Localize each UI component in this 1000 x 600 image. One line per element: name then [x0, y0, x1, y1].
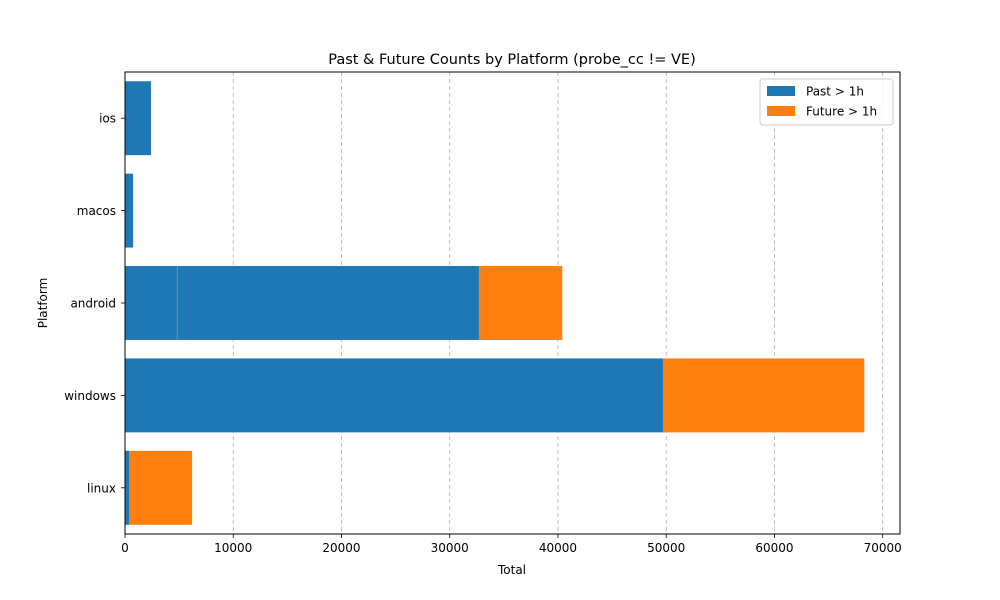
legend-swatch-future — [767, 106, 795, 116]
x-tick-label: 50000 — [647, 541, 685, 555]
y-tick-label-ios: ios — [99, 112, 116, 126]
y-tick-label-windows: windows — [64, 389, 116, 403]
x-axis: 0 10000 20000 30000 40000 50000 60000 70000 — [121, 534, 902, 555]
bars — [125, 81, 865, 525]
x-tick-label: 20000 — [322, 541, 360, 555]
y-axis-title: Platform — [36, 278, 50, 329]
x-tick-label: 10000 — [214, 541, 252, 555]
bar-android-future — [176, 266, 178, 340]
bar-android-past — [125, 266, 177, 340]
y-tick-label-macos: macos — [77, 204, 116, 218]
bar-android-future — [478, 266, 563, 340]
x-tick-label: 70000 — [864, 541, 902, 555]
bar-macos-past — [125, 173, 134, 248]
bar-android-past — [177, 266, 479, 340]
x-tick-label: 40000 — [539, 541, 577, 555]
legend: Past > 1h Future > 1h — [759, 78, 894, 126]
x-tick-label: 30000 — [431, 541, 469, 555]
x-tick-label: 0 — [121, 541, 129, 555]
bar-windows-future — [662, 358, 865, 433]
chart-title: Past & Future Counts by Platform (probe_… — [328, 52, 696, 68]
bar-ios-past — [125, 81, 151, 156]
legend-label-future: Future > 1h — [806, 105, 877, 119]
legend-label-past: Past > 1h — [806, 85, 864, 99]
bar-linux-past — [125, 450, 130, 525]
x-axis-title: Total — [497, 563, 526, 577]
y-axis: linux windows android macos ios — [64, 112, 125, 495]
y-tick-label-linux: linux — [87, 481, 116, 495]
bar-linux-future — [129, 450, 193, 525]
x-tick-label: 60000 — [755, 541, 793, 555]
legend-swatch-past — [767, 86, 795, 96]
bar-windows-past — [125, 358, 663, 433]
y-tick-label-android: android — [70, 297, 116, 311]
